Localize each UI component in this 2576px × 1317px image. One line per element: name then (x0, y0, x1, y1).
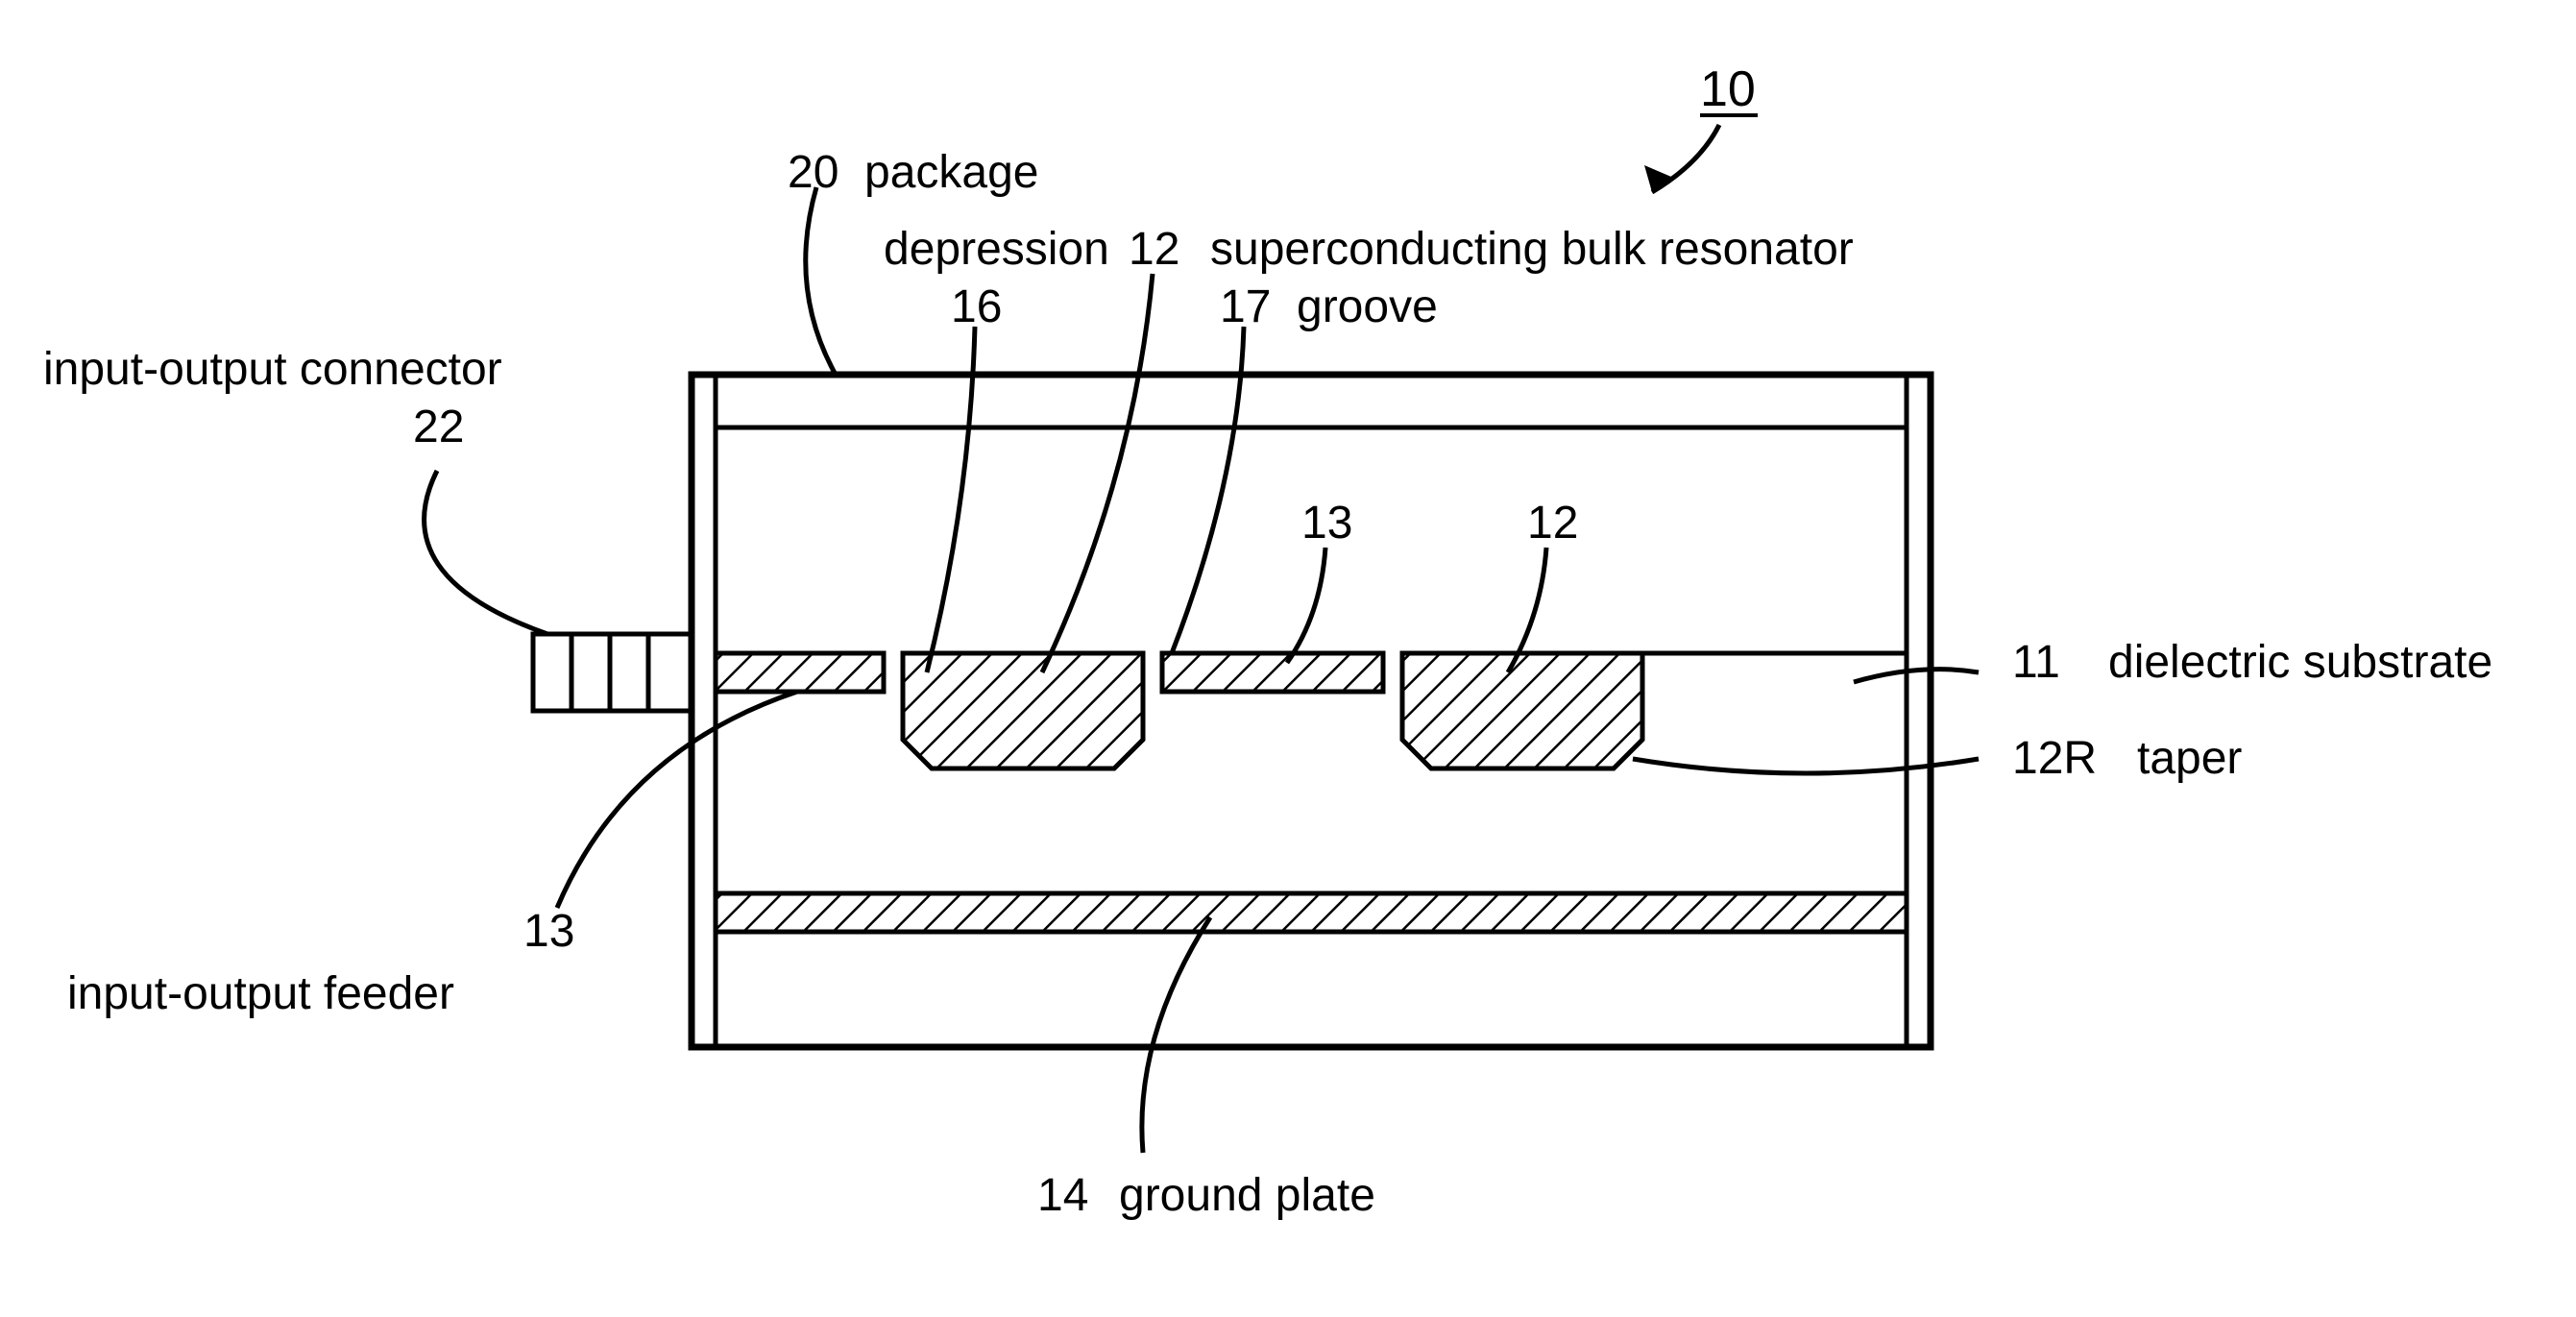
diagram-canvas: 1020package12superconducting bulk resona… (0, 0, 2576, 1317)
ref-14-leader (1142, 917, 1210, 1153)
ref-22-leader (425, 471, 547, 634)
feeder-mid (1162, 653, 1383, 692)
resonator-right (1402, 653, 1642, 768)
ref-12mid-num: 12 (1527, 498, 1578, 549)
ref-20-leader (806, 187, 836, 375)
ref-22-text: input-output connector (43, 344, 502, 395)
ref-10-num: 10 (1700, 61, 1756, 117)
ref-20-text: package (864, 147, 1038, 198)
ref-12top-num: 12 (1129, 224, 1179, 275)
ref-17-text: groove (1297, 281, 1438, 332)
ref-16-leader (927, 327, 975, 672)
resonator-left (903, 653, 1143, 768)
ref-12R-leader (1633, 759, 1979, 773)
ref-13bot-leader (557, 692, 797, 908)
ref-17-num: 17 (1220, 281, 1271, 332)
ref-11-text: dielectric substrate (2108, 637, 2492, 688)
ref-13bot-text: input-output feeder (67, 968, 454, 1019)
package-outer (692, 375, 1931, 1047)
ref-12top-leader (1042, 274, 1153, 672)
ref-14-num: 14 (1037, 1170, 1088, 1221)
feeder-left (716, 653, 884, 692)
ref-12R-num: 12R (2012, 733, 2097, 784)
ref-11-num: 11 (2012, 637, 2060, 688)
ref-14-text: ground plate (1119, 1170, 1375, 1221)
ref-16-num: 16 (951, 281, 1002, 332)
ref-13mid-leader (1287, 548, 1325, 663)
ground-plate (716, 893, 1907, 932)
ref-22-num: 22 (413, 402, 464, 452)
ref-12R-text: taper (2137, 733, 2242, 784)
ref-13bot-num: 13 (523, 906, 574, 957)
ref-13mid-num: 13 (1301, 498, 1352, 549)
ref-12top-text: superconducting bulk resonator (1210, 224, 1854, 275)
ref-11-leader (1854, 670, 1979, 682)
ref-16-text: depression (884, 224, 1109, 275)
